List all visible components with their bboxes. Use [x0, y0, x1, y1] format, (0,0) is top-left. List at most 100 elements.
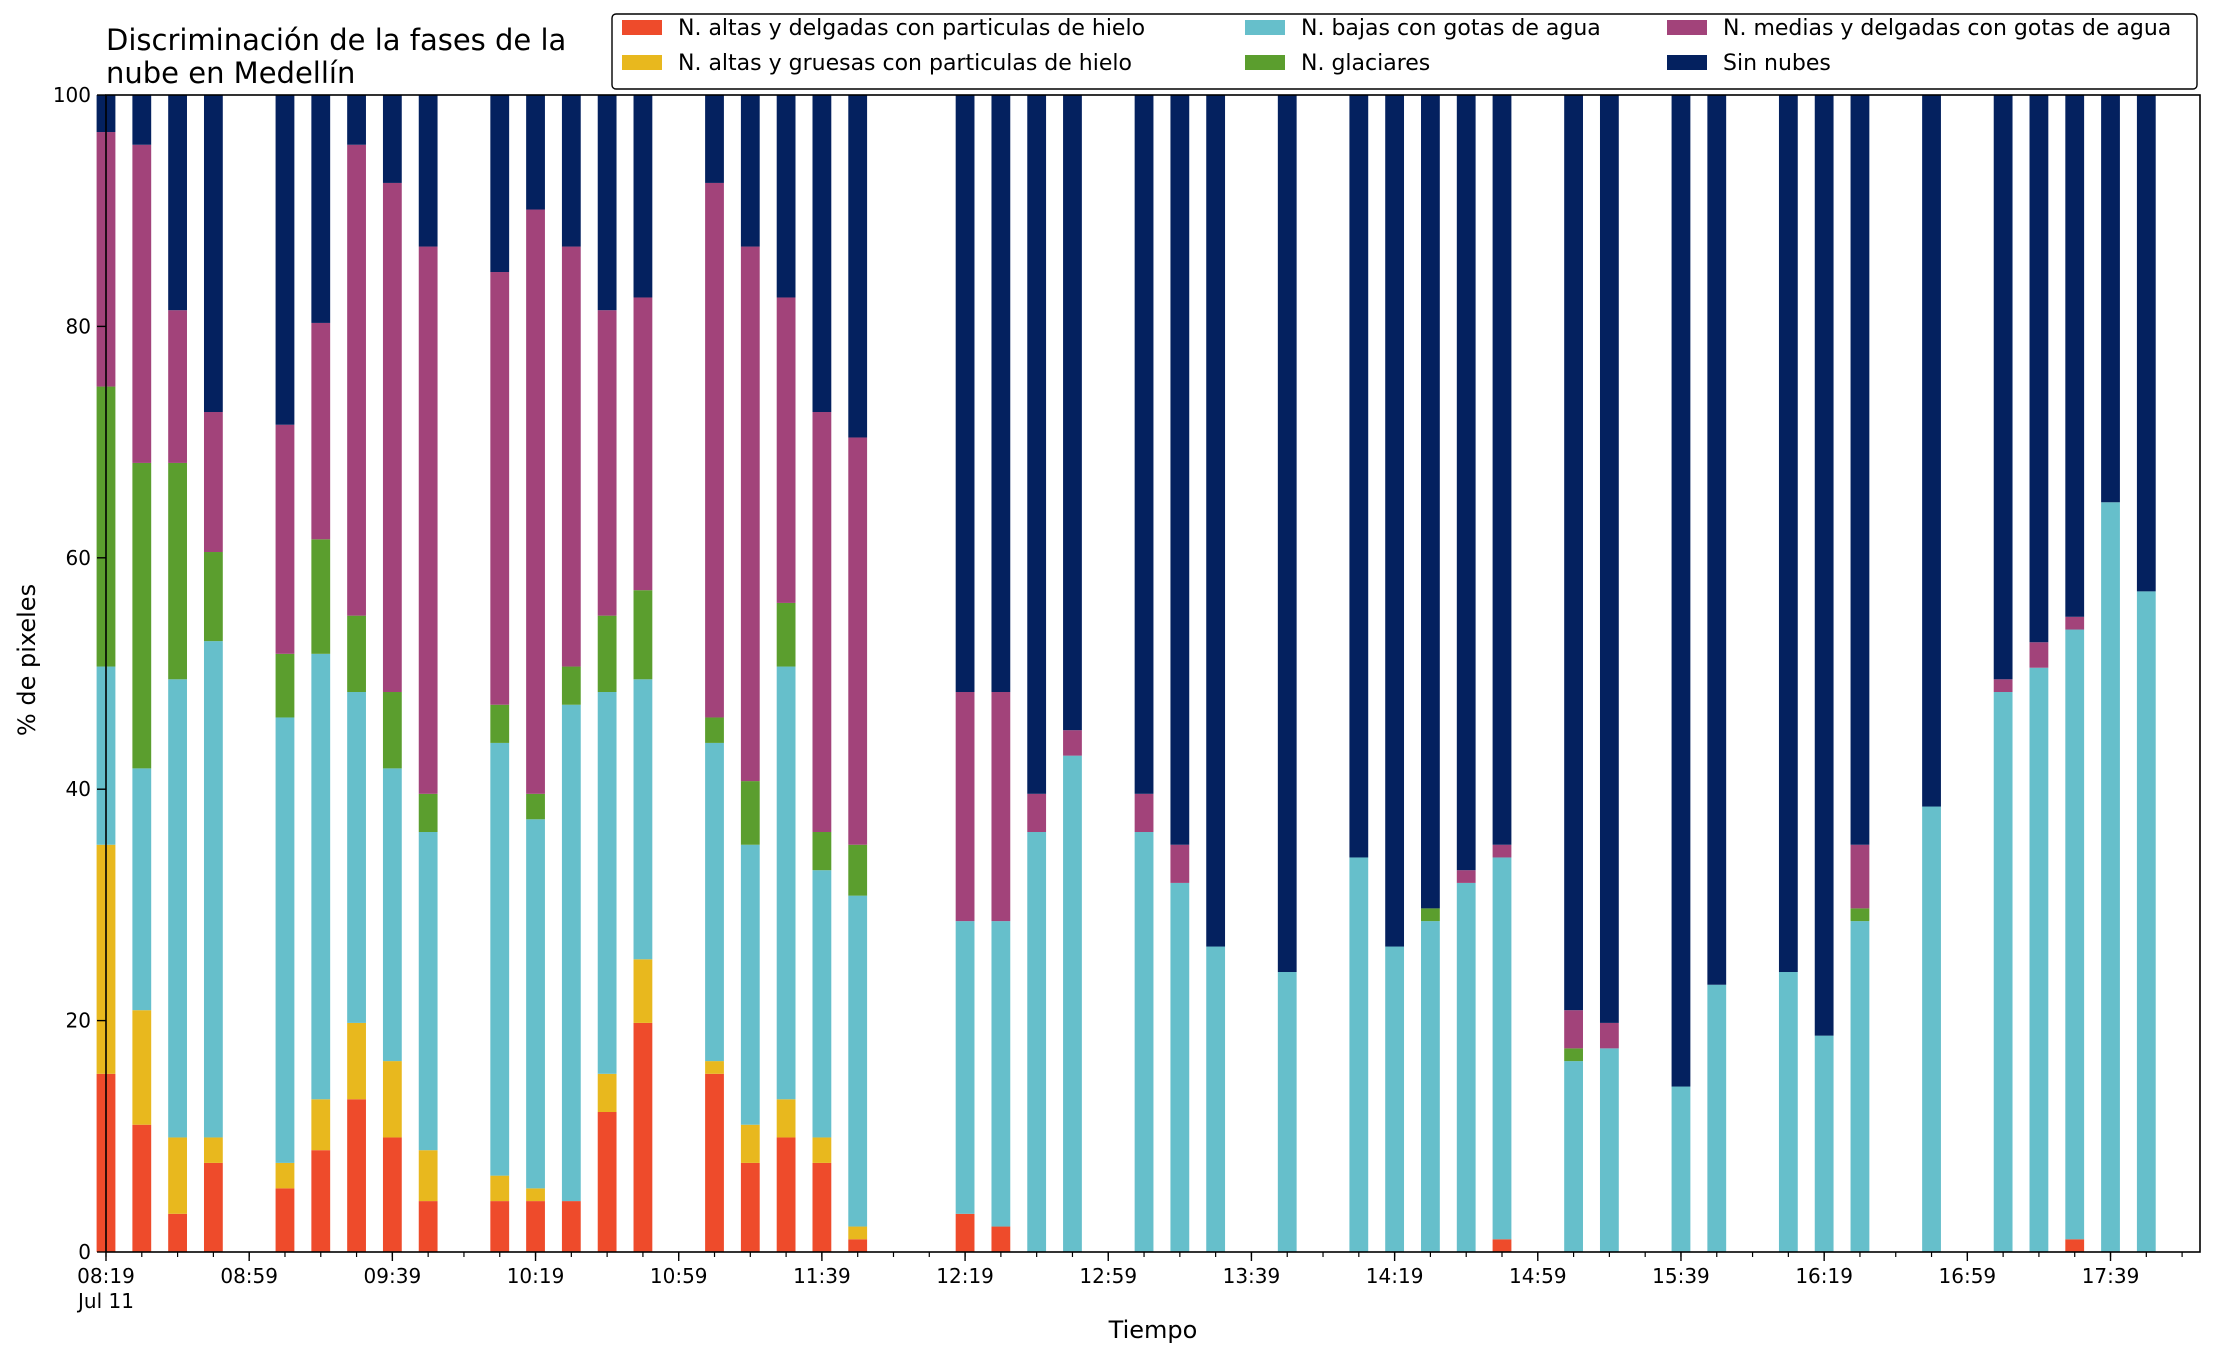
bar-segment-altas_delgadas	[740, 1162, 760, 1252]
legend-label: N. altas y gruesas con particulas de hie…	[678, 51, 1132, 76]
bar-group-0909	[275, 95, 295, 1252]
bar-segment-sin_nubes	[490, 95, 510, 273]
bar-segment-medias	[561, 246, 581, 667]
bar-group-1009	[490, 95, 510, 1252]
bar-segment-bajas	[203, 641, 223, 1138]
x-tick-label: 16:19	[1795, 1264, 1853, 1288]
legend-item-bajas: N. bajas con gotas de agua	[1245, 16, 1601, 41]
bar-group-1019	[526, 95, 545, 1252]
legend-label: N. glaciares	[1301, 51, 1430, 76]
x-tick-label: 14:59	[1509, 1264, 1567, 1288]
bar-segment-altas_gruesas	[740, 1124, 760, 1163]
x-tick-label: 14:19	[1366, 1264, 1424, 1288]
bar-group-1349	[1277, 95, 1297, 1252]
bar-group-1049	[633, 95, 653, 1252]
bar-segment-medias	[633, 297, 653, 591]
legend-label: Sin nubes	[1723, 51, 1831, 76]
bar-group-1119	[740, 95, 760, 1252]
bar-segment-medias	[490, 272, 510, 705]
bar-segment-medias	[1850, 844, 1870, 909]
bar-segment-bajas	[1564, 1061, 1583, 1252]
bar-segment-altas_delgadas	[776, 1137, 796, 1252]
y-tick-label: 20	[66, 1009, 91, 1033]
bar-group-1539	[1671, 95, 1691, 1252]
bar-segment-bajas	[2101, 502, 2120, 1252]
bar-segment-sin_nubes	[526, 95, 545, 210]
x-tick-label: 15:39	[1652, 1264, 1710, 1288]
bar-segment-altas_delgadas	[347, 1099, 366, 1252]
bar-segment-altas_delgadas	[1492, 1239, 1512, 1252]
bar-segment-sin_nubes	[1456, 95, 1476, 871]
x-tick-label: 12:59	[1079, 1264, 1137, 1288]
bar-segment-glaciares	[1421, 908, 1440, 922]
bar-group-1609	[1778, 95, 1798, 1252]
bar-group-1129	[776, 95, 796, 1252]
legend-item-altas_delgadas: N. altas y delgadas con particulas de hi…	[622, 16, 1145, 41]
bar-segment-altas_delgadas	[991, 1226, 1011, 1252]
bar-segment-bajas	[1421, 921, 1440, 1252]
bar-segment-medias	[955, 692, 975, 922]
bar-segment-altas_gruesas	[526, 1188, 545, 1202]
bar-segment-glaciares	[347, 615, 366, 693]
bar-segment-sin_nubes	[1063, 95, 1082, 731]
y-tick-label: 80	[66, 314, 91, 338]
bar-segment-altas_delgadas	[382, 1137, 402, 1252]
bar-segment-medias	[526, 209, 545, 794]
bar-segment-bajas	[1063, 755, 1082, 1252]
bar-group-1139	[812, 95, 832, 1252]
legend-item-medias: N. medias y delgadas con gotas de agua	[1667, 16, 2171, 41]
bar-segment-sin_nubes	[848, 95, 868, 438]
bar-segment-medias	[1063, 730, 1082, 756]
bar-segment-bajas	[812, 870, 832, 1138]
bar-segment-bajas	[311, 653, 331, 1100]
legend-swatch	[1667, 20, 1707, 35]
x-tick-label: 16:59	[1939, 1264, 1997, 1288]
x-tick-label: 08:19	[77, 1264, 135, 1288]
bar-segment-medias	[168, 310, 187, 463]
bar-segment-sin_nubes	[1385, 95, 1405, 947]
bar-segment-sin_nubes	[776, 95, 796, 298]
x-tick-label: 17:39	[2082, 1264, 2140, 1288]
bar-segment-medias	[991, 692, 1011, 922]
legend-swatch	[622, 20, 662, 35]
bar-segment-bajas	[1922, 806, 1941, 1252]
bar-segment-medias	[275, 424, 295, 654]
x-tick-label: 10:19	[507, 1264, 565, 1288]
bar-segment-altas_gruesas	[275, 1162, 295, 1189]
bar-segment-glaciares	[848, 844, 868, 896]
bar-segment-bajas	[1170, 882, 1190, 1252]
bar-segment-sin_nubes	[275, 95, 295, 425]
bar-segment-altas_gruesas	[490, 1175, 510, 1202]
bar-group-1509	[1564, 95, 1583, 1252]
bar-segment-bajas	[848, 895, 868, 1227]
x-tick-label: 11:39	[793, 1264, 851, 1288]
bar-segment-bajas	[1993, 692, 2013, 1252]
bar-segment-bajas	[490, 742, 510, 1176]
bar-group-1419	[1385, 95, 1405, 1252]
bar-group-0929	[347, 95, 366, 1252]
bar-segment-medias	[1993, 679, 2013, 693]
bar-segment-altas_delgadas	[418, 1201, 438, 1252]
y-tick-label: 40	[66, 777, 91, 801]
bar-group-1039	[597, 95, 617, 1252]
bar-group-1649	[1922, 95, 1941, 1252]
bar-segment-altas_gruesas	[168, 1137, 187, 1214]
bar-segment-altas_delgadas	[2065, 1239, 2085, 1252]
bar-segment-sin_nubes	[705, 95, 724, 183]
bar-segment-altas_delgadas	[311, 1150, 331, 1252]
bar-group-1439	[1456, 95, 1476, 1252]
x-tick-label: 13:39	[1223, 1264, 1281, 1288]
bar-segment-bajas	[526, 819, 545, 1189]
bar-segment-medias	[132, 144, 152, 463]
bar-segment-bajas	[1778, 972, 1798, 1252]
bar-segment-bajas	[633, 679, 653, 960]
bar-segment-altas_gruesas	[203, 1137, 223, 1163]
x-axis-label: Tiempo	[1108, 1316, 1198, 1344]
bar-group-1629	[1850, 95, 1870, 1252]
bar-segment-sin_nubes	[1170, 95, 1190, 845]
bar-group-1429	[1421, 95, 1440, 1252]
bar-segment-altas_delgadas	[132, 1124, 152, 1252]
bar-segment-medias	[382, 182, 402, 693]
bar-segment-sin_nubes	[1993, 95, 2013, 680]
bar-group-0849	[203, 95, 223, 1252]
